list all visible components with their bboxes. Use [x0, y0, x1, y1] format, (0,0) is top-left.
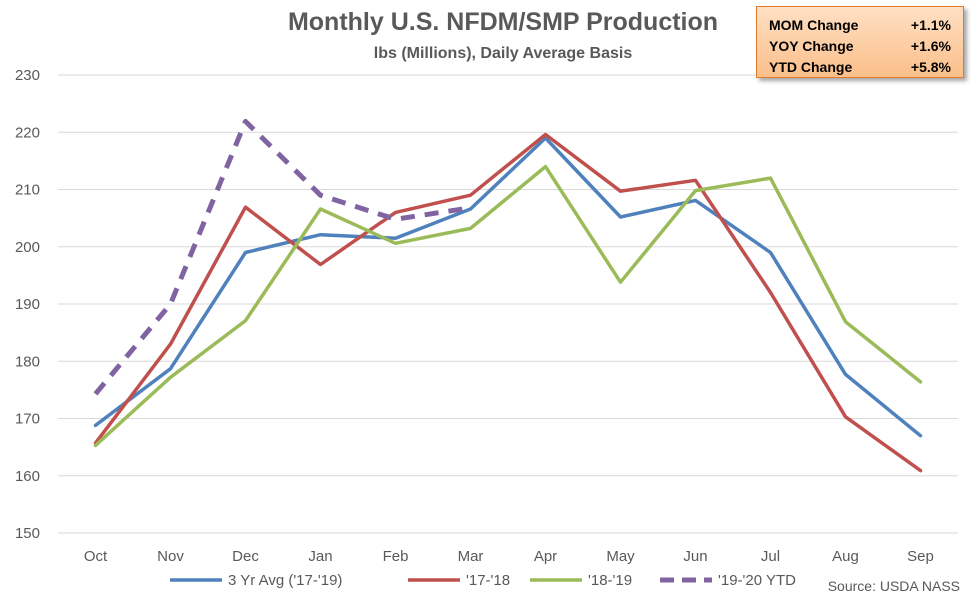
gridlines	[58, 74, 958, 534]
series-line	[93, 132, 923, 473]
y-tick-label: 220	[15, 124, 40, 141]
chart-subtitle: lbs (Millions), Daily Average Basis	[374, 45, 633, 62]
series-lines	[93, 118, 923, 473]
y-tick-label: 160	[15, 468, 40, 485]
series-line	[93, 164, 923, 448]
series-line	[93, 118, 471, 396]
info-label: YTD Change	[769, 59, 853, 75]
y-tick-label: 230	[15, 67, 40, 84]
source-note: Source: USDA NASS	[828, 578, 960, 594]
x-tick-label: Apr	[534, 548, 557, 565]
info-value: +5.8%	[910, 59, 951, 75]
legend-label: '18-'19	[588, 572, 632, 589]
x-tick-label: Jan	[308, 548, 332, 565]
x-tick-label: Sep	[907, 548, 934, 565]
legend-label: 3 Yr Avg ('17-'19)	[228, 572, 342, 589]
legend-label: '19-'20 YTD	[718, 572, 796, 589]
y-axis-ticks: 150 160 170 180 190 200 210 220 230	[15, 67, 40, 542]
x-tick-label: Mar	[458, 548, 484, 565]
y-tick-label: 210	[15, 182, 40, 199]
x-tick-label: Dec	[232, 548, 259, 565]
info-label: MOM Change	[769, 17, 859, 33]
x-tick-label: Nov	[157, 548, 184, 565]
x-tick-label: May	[606, 548, 635, 565]
y-tick-label: 170	[15, 411, 40, 428]
x-tick-label: Feb	[383, 548, 409, 565]
chart-title: Monthly U.S. NFDM/SMP Production	[288, 8, 718, 36]
info-row-mom: MOM Change +1.1%	[769, 15, 951, 36]
x-axis-ticks: Oct Nov Dec Jan Feb Mar Apr May Jun Jul Aug Sep	[84, 548, 934, 565]
x-tick-label: Jul	[761, 548, 780, 565]
y-tick-label: 190	[15, 296, 40, 313]
change-summary-box: MOM Change +1.1% YOY Change +1.6% YTD Ch…	[756, 6, 964, 78]
info-value: +1.1%	[910, 17, 951, 33]
x-tick-label: Oct	[84, 548, 108, 565]
y-tick-label: 150	[15, 525, 40, 542]
y-tick-label: 180	[15, 353, 40, 370]
info-value: +1.6%	[910, 38, 951, 54]
legend: 3 Yr Avg ('17-'19) '17-'18 '18-'19 '19-'20 …	[170, 572, 796, 589]
y-tick-label: 200	[15, 239, 40, 256]
legend-label: '17-'18	[466, 572, 510, 589]
info-row-yoy: YOY Change +1.6%	[769, 36, 951, 57]
info-label: YOY Change	[769, 38, 854, 54]
x-tick-label: Aug	[832, 548, 859, 565]
info-row-ytd: YTD Change +5.8%	[769, 57, 951, 78]
x-tick-label: Jun	[683, 548, 707, 565]
series-line	[93, 136, 923, 438]
